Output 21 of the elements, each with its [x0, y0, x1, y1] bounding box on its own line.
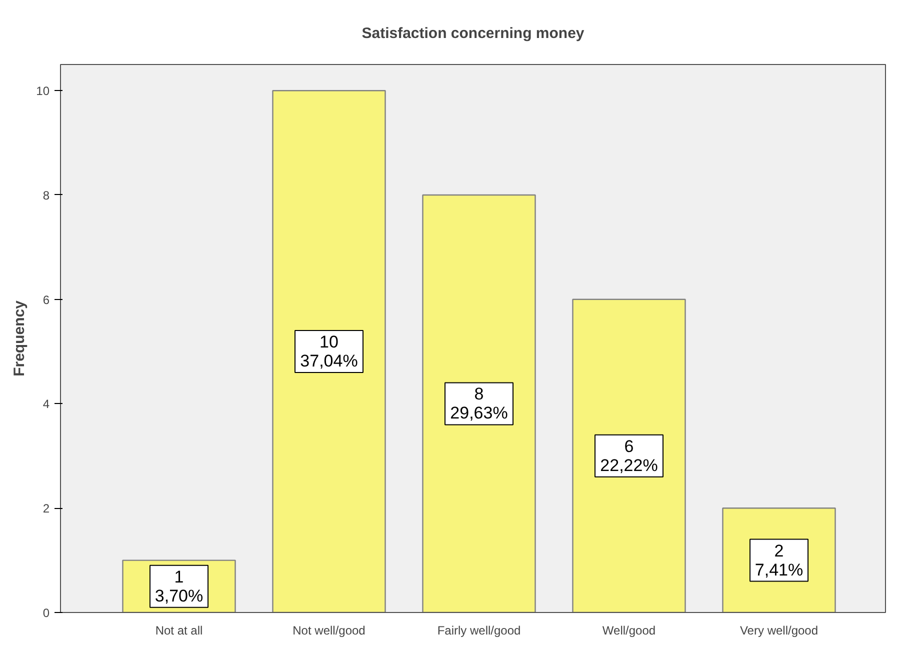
data-label: 10 37,04%	[300, 332, 358, 371]
y-tick-label: 0	[42, 606, 50, 620]
y-tick-label: 2	[42, 502, 50, 516]
data-label: 1 3,70%	[154, 567, 204, 606]
chart-title: Satisfaction concerning money	[362, 25, 585, 42]
data-label: 2 7,41%	[754, 541, 804, 580]
y-tick-label: 6	[42, 292, 50, 307]
x-tick-label: Not at all	[155, 624, 203, 638]
data-label: 6 22,22%	[600, 436, 658, 475]
bar	[272, 90, 386, 612]
x-tick-label: Well/good	[602, 624, 656, 638]
x-tick-label: Very well/good	[740, 624, 818, 638]
x-tick-label: Fairly well/good	[437, 624, 521, 638]
y-tick-label: 4	[42, 397, 50, 412]
y-axis-title: Frequency	[11, 300, 28, 376]
x-tick-label: Not well/good	[292, 624, 366, 638]
bar	[572, 298, 686, 612]
y-tick-label: 10	[36, 84, 50, 98]
y-tick-label: 8	[42, 188, 50, 202]
bar	[422, 194, 536, 612]
data-label: 8 29,63%	[450, 384, 508, 423]
